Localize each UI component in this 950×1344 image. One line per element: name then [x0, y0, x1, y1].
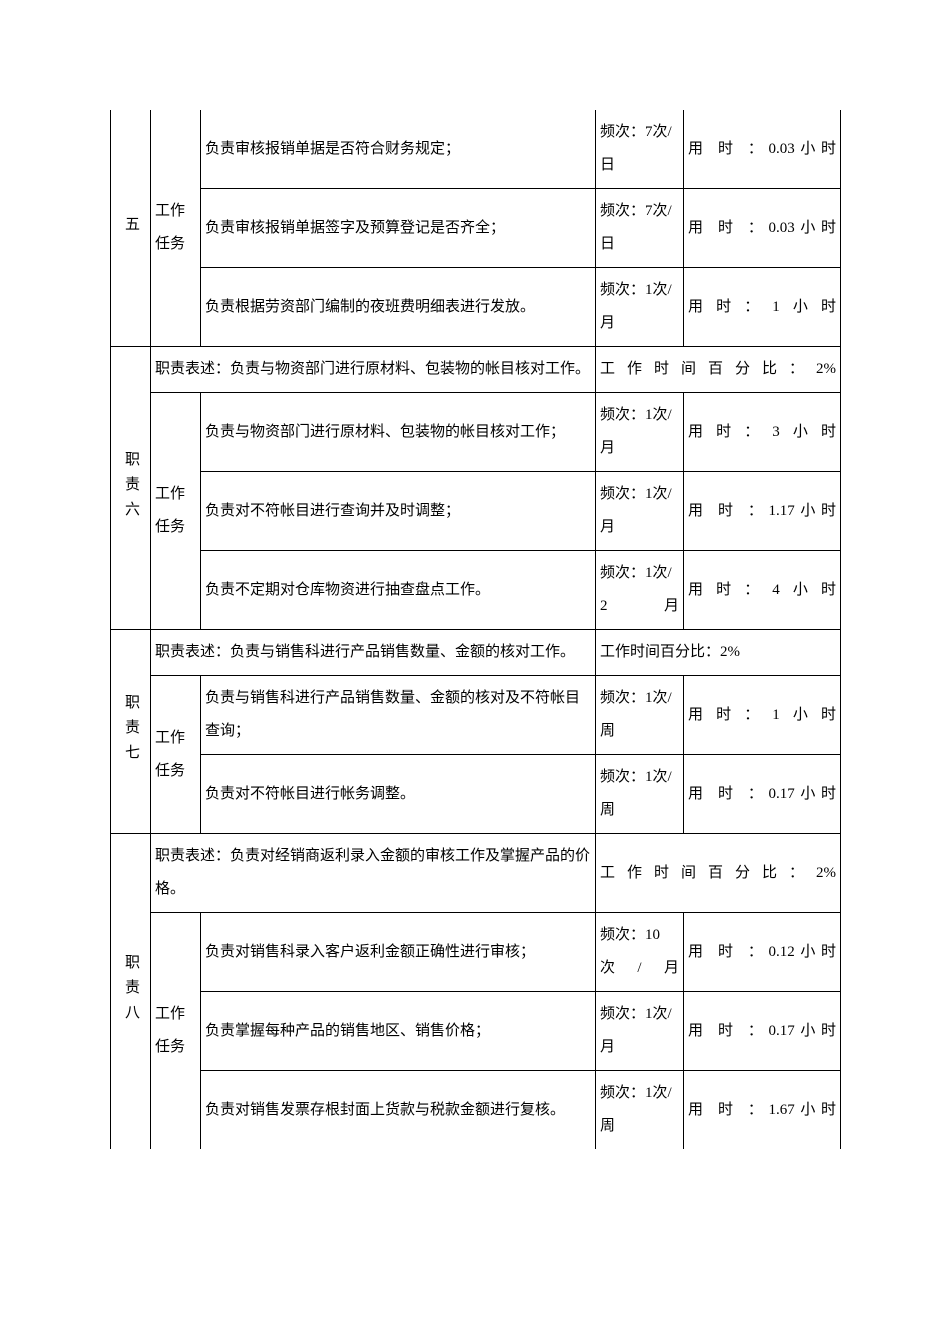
duty-eight-label: 职责八 [111, 834, 151, 1150]
duty-seven-percent: 工作时间百分比：2% [596, 630, 841, 676]
task-desc: 负责对不符帐目进行查询并及时调整； [201, 472, 596, 551]
task-desc: 负责与物资部门进行原材料、包装物的帐目核对工作； [201, 393, 596, 472]
task-freq: 频次：1次/ 月 [596, 268, 684, 347]
task-desc: 负责掌握每种产品的销售地区、销售价格； [201, 992, 596, 1071]
task-freq: 频次：1次/ 周 [596, 755, 684, 834]
duty-eight-taskgroup: 工作任务 [151, 913, 201, 1150]
task-time: 用 时 ：1.17小时 [684, 472, 841, 551]
task-freq: 频次：1次/周 [596, 676, 684, 755]
task-freq: 频次：10次/月 [596, 913, 684, 992]
duty-seven-taskgroup: 工作任务 [151, 676, 201, 834]
task-freq: 频次：7次/ 日 [596, 110, 684, 189]
duty-seven-label: 职责七 [111, 630, 151, 834]
task-time: 用 时 ：1.67小时 [684, 1071, 841, 1150]
duty-five-label: 五 [111, 110, 151, 347]
duty-eight-statement: 职责表述：负责对经销商返利录入金额的审核工作及掌握产品的价格。 [151, 834, 596, 913]
task-freq: 频次：1次/ 2月 [596, 551, 684, 630]
duty-six-taskgroup: 工作任务 [151, 393, 201, 630]
task-freq: 频次：1次/周 [596, 1071, 684, 1150]
task-time: 用时：4小时 [684, 551, 841, 630]
duty-seven-statement: 职责表述：负责与销售科进行产品销售数量、金额的核对工作。 [151, 630, 596, 676]
duty-six-label: 职责六 [111, 347, 151, 630]
task-time: 用 时 ：0.17小时 [684, 992, 841, 1071]
duty-six-statement: 职责表述：负责与物资部门进行原材料、包装物的帐目核对工作。 [151, 347, 596, 393]
task-time: 用时：1小时 [684, 268, 841, 347]
task-time: 用 时 ：0.03小时 [684, 110, 841, 189]
task-time: 用时：3小时 [684, 393, 841, 472]
task-desc: 负责对销售发票存根封面上货款与税款金额进行复核。 [201, 1071, 596, 1150]
task-time: 用 时 ：0.12小时 [684, 913, 841, 992]
task-desc: 负责与销售科进行产品销售数量、金额的核对及不符帐目查询； [201, 676, 596, 755]
duty-six-percent: 工作时间百分比：2% [596, 347, 841, 393]
task-desc: 负责审核报销单据是否符合财务规定； [201, 110, 596, 189]
task-time: 用时：1小时 [684, 676, 841, 755]
task-time: 用 时 ：0.03小时 [684, 189, 841, 268]
task-desc: 负责不定期对仓库物资进行抽查盘点工作。 [201, 551, 596, 630]
task-freq: 频次：1次/月 [596, 992, 684, 1071]
task-desc: 负责对销售科录入客户返利金额正确性进行审核； [201, 913, 596, 992]
task-freq: 频次：7次/ 日 [596, 189, 684, 268]
task-time: 用 时 ：0.17小时 [684, 755, 841, 834]
duty-five-taskgroup: 工作任务 [151, 110, 201, 347]
job-duties-table: 五 工作任务 负责审核报销单据是否符合财务规定； 频次：7次/ 日 用 时 ：0… [110, 110, 841, 1149]
duty-eight-percent: 工作时间百分比：2% [596, 834, 841, 913]
task-freq: 频次：1次/月 [596, 472, 684, 551]
task-freq: 频次：1次/月 [596, 393, 684, 472]
task-desc: 负责审核报销单据签字及预算登记是否齐全； [201, 189, 596, 268]
task-desc: 负责根据劳资部门编制的夜班费明细表进行发放。 [201, 268, 596, 347]
task-desc: 负责对不符帐目进行帐务调整。 [201, 755, 596, 834]
